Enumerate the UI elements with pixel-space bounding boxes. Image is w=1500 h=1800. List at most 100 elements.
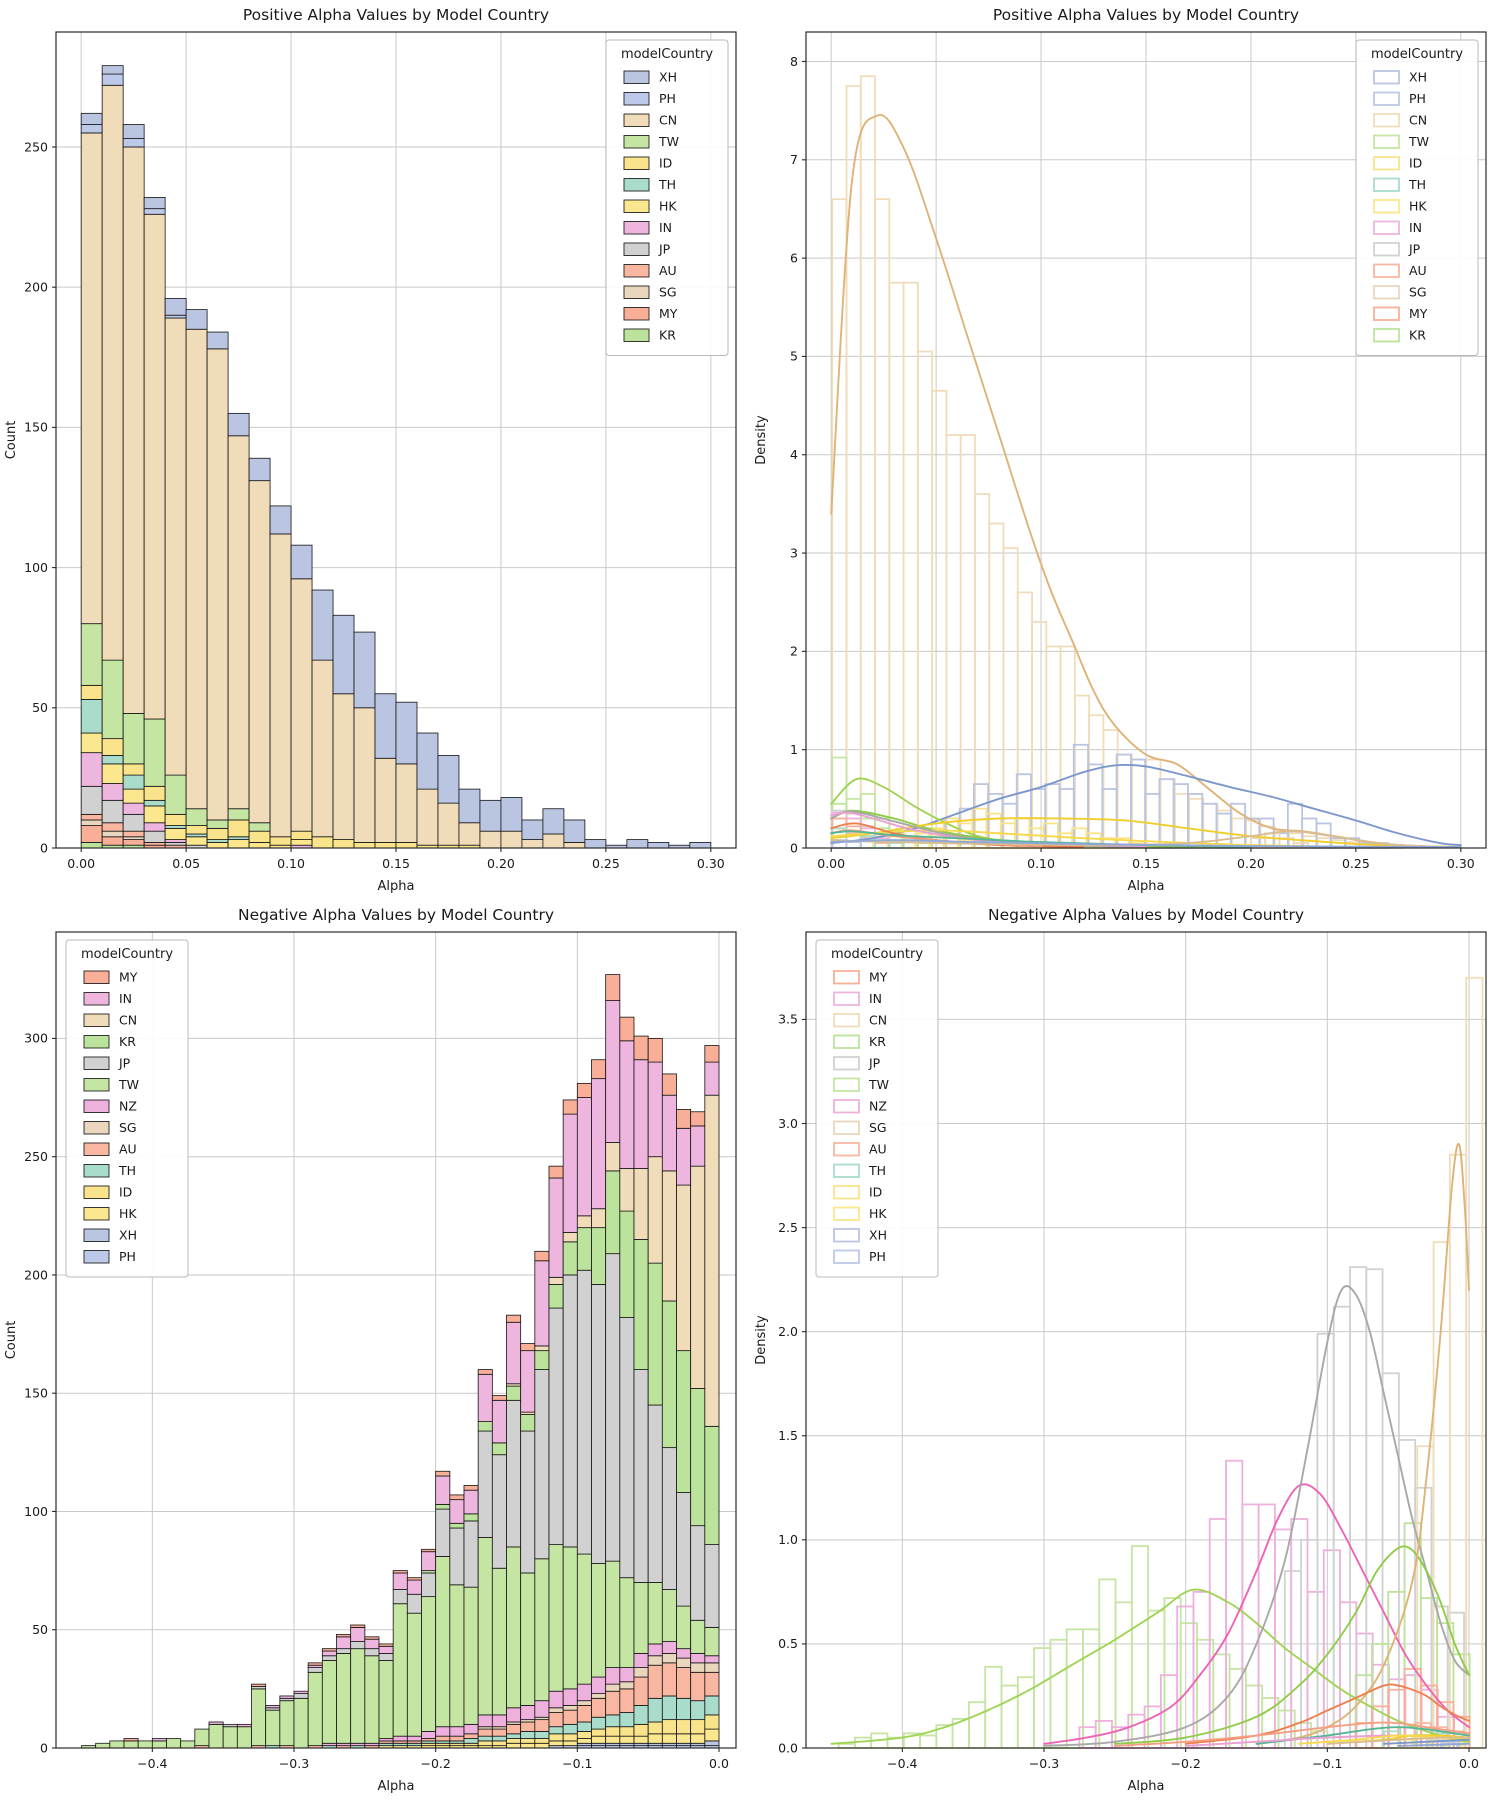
y-axis-label: Count <box>4 421 19 460</box>
bar-segment-SG <box>80 819 103 826</box>
legend-swatch-TW <box>1373 134 1400 149</box>
density-bar-CN <box>1173 793 1190 849</box>
bar-segment-HK <box>647 1733 663 1744</box>
density-bar-XH <box>1129 758 1147 849</box>
bar-segment-MY <box>690 1111 706 1127</box>
bar-segment-MY <box>548 1165 564 1179</box>
bar-segment-CN <box>690 1165 706 1389</box>
legend-label-HK: HK <box>659 199 677 214</box>
x-tick-label: 0.15 <box>382 856 410 871</box>
x-tick-label: −0.4 <box>137 1756 167 1771</box>
bar-segment-TW <box>164 774 187 815</box>
density-bar-XH <box>1286 802 1304 849</box>
bar-segment-NZ <box>647 1643 663 1657</box>
axis-ticks: −0.4 −0.3 −0.2 −0.1 0.0 0.0 0.5 1.0 1.5 2.0 2.5 3.0… <box>778 1012 1479 1771</box>
bar-segment-NZ <box>392 1735 408 1742</box>
bar-segment-CN <box>290 578 313 832</box>
legend: modelCountry MY IN CN KR JP TW NZ SG AU TH ID HK XH PH <box>815 939 939 1278</box>
bar-segment-MY <box>101 836 124 846</box>
bar-segment-TW <box>350 1648 366 1744</box>
bar-segment-JP <box>704 1544 720 1628</box>
x-tick-label: 0.0 <box>709 1756 729 1771</box>
bar-segment-ID <box>395 841 418 849</box>
bar-segment-SG <box>619 1681 635 1690</box>
density-bar-TW <box>1212 1653 1231 1749</box>
x-axis-label: Alpha <box>378 1779 415 1794</box>
bar-segment-CN <box>164 317 187 776</box>
bar-segment-HK <box>185 836 208 846</box>
bar-segment-MY <box>520 1343 536 1352</box>
bar-segment-TH <box>520 1731 536 1739</box>
negative-alpha-stacked-histogram: −0.4 −0.3 −0.2 −0.1 0.0 0 50 100 150 200 250 300 Neg… <box>4 906 737 1794</box>
bar-segment-NZ <box>591 1676 607 1694</box>
bar-segment-MY <box>80 825 103 843</box>
plot-border <box>55 931 737 1749</box>
bar-segment-CN <box>101 84 124 661</box>
bar-segment-TH <box>534 1731 550 1739</box>
x-tick-label: −0.1 <box>562 1756 592 1771</box>
x-tick-label: −0.2 <box>420 1756 450 1771</box>
y-tick-label: 2 <box>790 644 798 659</box>
density-bar-CN <box>1159 778 1176 849</box>
legend-swatch-HK <box>833 1206 860 1221</box>
bar-segment-IN <box>690 1125 706 1167</box>
bar-segment-CN <box>676 1184 692 1352</box>
legend-label-NZ: NZ <box>869 1099 887 1114</box>
bar-segment-TH <box>122 774 145 790</box>
bar-segment-KR <box>80 841 103 849</box>
bar-segment-HK <box>506 1742 522 1749</box>
bar-segment-XH <box>626 839 649 849</box>
bar-segment-TW <box>378 1660 394 1739</box>
density-bar-TW <box>1179 1622 1198 1749</box>
bar-segment-NZ <box>605 1667 621 1685</box>
y-tick-label: 150 <box>24 1386 48 1401</box>
x-axis-label: Alpha <box>1128 1779 1165 1794</box>
bar-segment-TH <box>548 1726 564 1735</box>
bar-segment-AU <box>647 1664 663 1699</box>
legend-label-JP: JP <box>118 1056 131 1071</box>
x-tick-label: 0.00 <box>817 856 845 871</box>
bar-segment-TW <box>251 1688 267 1747</box>
bar-segment-NZ <box>704 1655 720 1664</box>
legend-swatch-ID <box>833 1185 860 1200</box>
bar-segment-ID <box>576 1731 592 1739</box>
bar-segment-AU <box>605 1690 621 1716</box>
axis-ticks: 0.00 0.05 0.10 0.15 0.20 0.25 0.30 0 50 100 150 200… <box>24 139 725 871</box>
bar-segment-IN <box>143 822 166 832</box>
bar-segment-TW <box>534 1558 550 1702</box>
legend-swatch-PH <box>83 1250 110 1264</box>
bar-segment-AU <box>676 1667 692 1699</box>
x-tick-label: 0.0 <box>1459 1756 1479 1771</box>
legend-swatch-AU <box>1373 263 1400 278</box>
legend-label-SG: SG <box>659 285 677 300</box>
density-bar-CN <box>1031 620 1048 849</box>
kde-line-TH <box>1255 1726 1470 1745</box>
bar-segment-JP <box>477 1430 493 1538</box>
bar-segment-MY <box>562 1099 578 1115</box>
legend-swatch-CN <box>1373 113 1400 128</box>
bar-segment-HK <box>248 841 271 849</box>
bar-segment-KR <box>690 1388 706 1527</box>
plot-border <box>805 931 1487 1749</box>
bar-segment-TW <box>491 1567 507 1716</box>
bar-segment-TW <box>279 1700 295 1747</box>
bar-segment-SG <box>661 1652 677 1664</box>
bar-segment-MY <box>336 1634 352 1638</box>
bar-segment-SG <box>576 1700 592 1706</box>
y-tick-label: 1.0 <box>778 1532 798 1547</box>
legend-label-KR: KR <box>1409 328 1426 343</box>
legend-label-XH: XH <box>869 1228 887 1243</box>
bar-segment-IN <box>477 1373 493 1422</box>
bar-segment-NZ <box>477 1714 493 1728</box>
legend-label-HK: HK <box>1409 199 1427 214</box>
bar-segment-XH <box>647 841 670 849</box>
legend-label-PH: PH <box>869 1249 886 1264</box>
density-bar-CN <box>1188 797 1205 849</box>
bar-segment-IN <box>265 1705 281 1709</box>
chart-cell-negative-stacked: −0.4 −0.3 −0.2 −0.1 0.0 0 50 100 150 200 250 300 Neg… <box>0 900 750 1800</box>
bar-segment-NZ <box>406 1735 422 1742</box>
bar-segment-XH <box>542 808 565 835</box>
bar-segment-IN <box>704 1061 720 1096</box>
bar-segment-TH <box>506 1733 522 1739</box>
density-bar-TW <box>1147 1609 1166 1749</box>
